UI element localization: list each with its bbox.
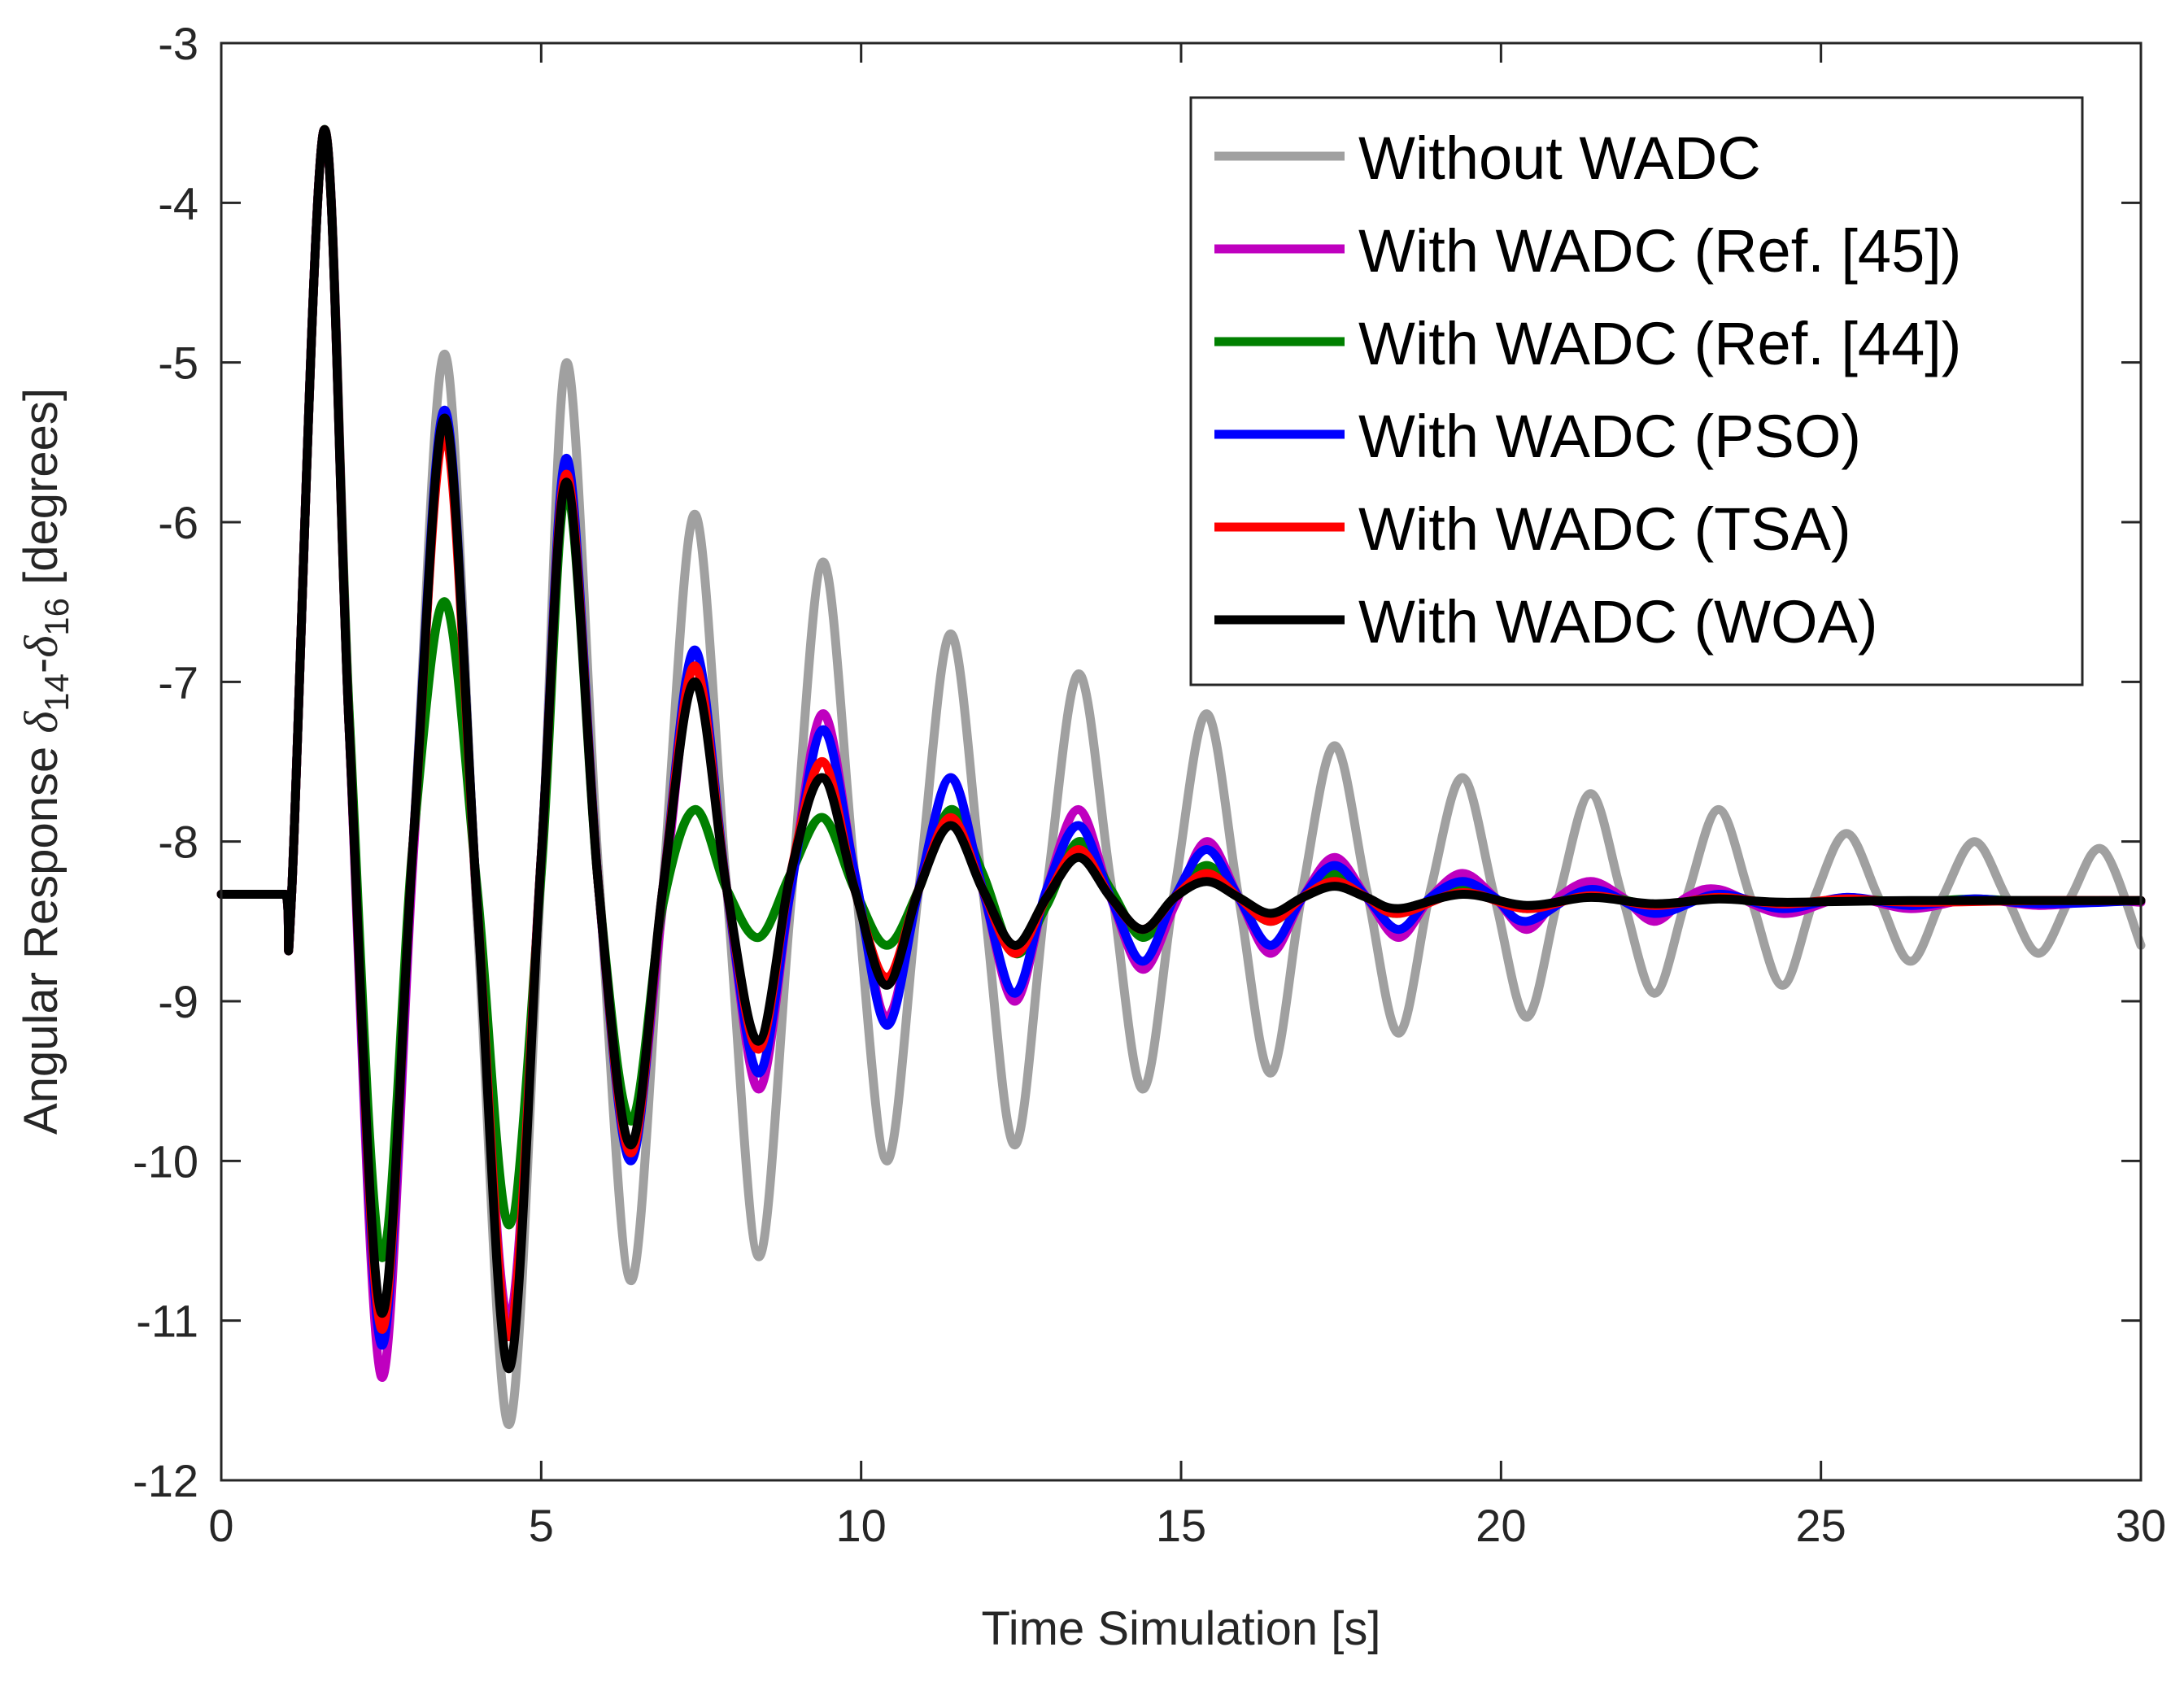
legend-label-with-wadc-tsa: With WADC (TSA) <box>1358 495 1851 563</box>
x-tick-label: 20 <box>1476 1500 1526 1551</box>
legend-label-with-wadc-ref-44: With WADC (Ref. [44]) <box>1358 310 1961 377</box>
y-axis-title-minus: - <box>15 658 68 673</box>
y-axis-title-sub-a: 14 <box>37 673 76 712</box>
y-axis-title-delta-a: δ <box>15 711 68 734</box>
y-axis-title: Angular Response δ14-δ16 [degrees] <box>15 388 76 1135</box>
y-axis-title-delta-b: δ <box>15 635 68 658</box>
legend-entries: Without WADC With WADC (Ref. [45]) With WA… <box>1214 124 1961 656</box>
x-tick-label: 5 <box>529 1500 554 1551</box>
legend-label-with-wadc-ref-45: With WADC (Ref. [45]) <box>1358 217 1961 285</box>
y-axis-title-suffix: [degrees] <box>15 388 68 598</box>
y-tick-label: -10 <box>133 1135 198 1187</box>
legend-label-without-wadc: Without WADC <box>1358 124 1761 192</box>
y-axis-title-sub-b: 16 <box>37 598 76 636</box>
y-tick-label: -6 <box>158 497 198 548</box>
x-tick-label: 30 <box>2116 1500 2166 1551</box>
y-tick-label: -7 <box>158 656 198 708</box>
x-tick-label: 0 <box>208 1500 233 1551</box>
x-axis-title: Time Simulation [s] <box>982 1602 1381 1655</box>
x-tick-label: 10 <box>836 1500 887 1551</box>
y-tick-label: -9 <box>158 976 198 1027</box>
x-tick-label: 25 <box>1796 1500 1846 1551</box>
y-tick-label: -12 <box>133 1455 198 1506</box>
tick-layer: 0 5 10 15 20 25 30 -3 -4 -5 -6 -7 -8 -9 -10 -11 -12 <box>133 18 2166 1551</box>
legend-box <box>1189 96 2084 686</box>
y-tick-label: -11 <box>136 1296 198 1347</box>
series-line-with-wadc-woa <box>216 124 2146 1374</box>
y-tick-label: -8 <box>158 817 198 868</box>
y-tick-label: -5 <box>158 338 198 389</box>
legend: Without WADC With WADC (Ref. [45]) With WA… <box>1189 96 2084 686</box>
y-tick-label: -3 <box>158 18 198 69</box>
y-axis-title-prefix: Angular Response <box>15 734 68 1135</box>
x-tick-label: 15 <box>1156 1500 1206 1551</box>
legend-label-with-wadc-pso: With WADC (PSO) <box>1358 403 1861 470</box>
legend-label-with-wadc-woa: With WADC (WOA) <box>1358 588 1878 656</box>
series-layer <box>216 124 2146 1429</box>
y-tick-label: -4 <box>158 177 198 229</box>
